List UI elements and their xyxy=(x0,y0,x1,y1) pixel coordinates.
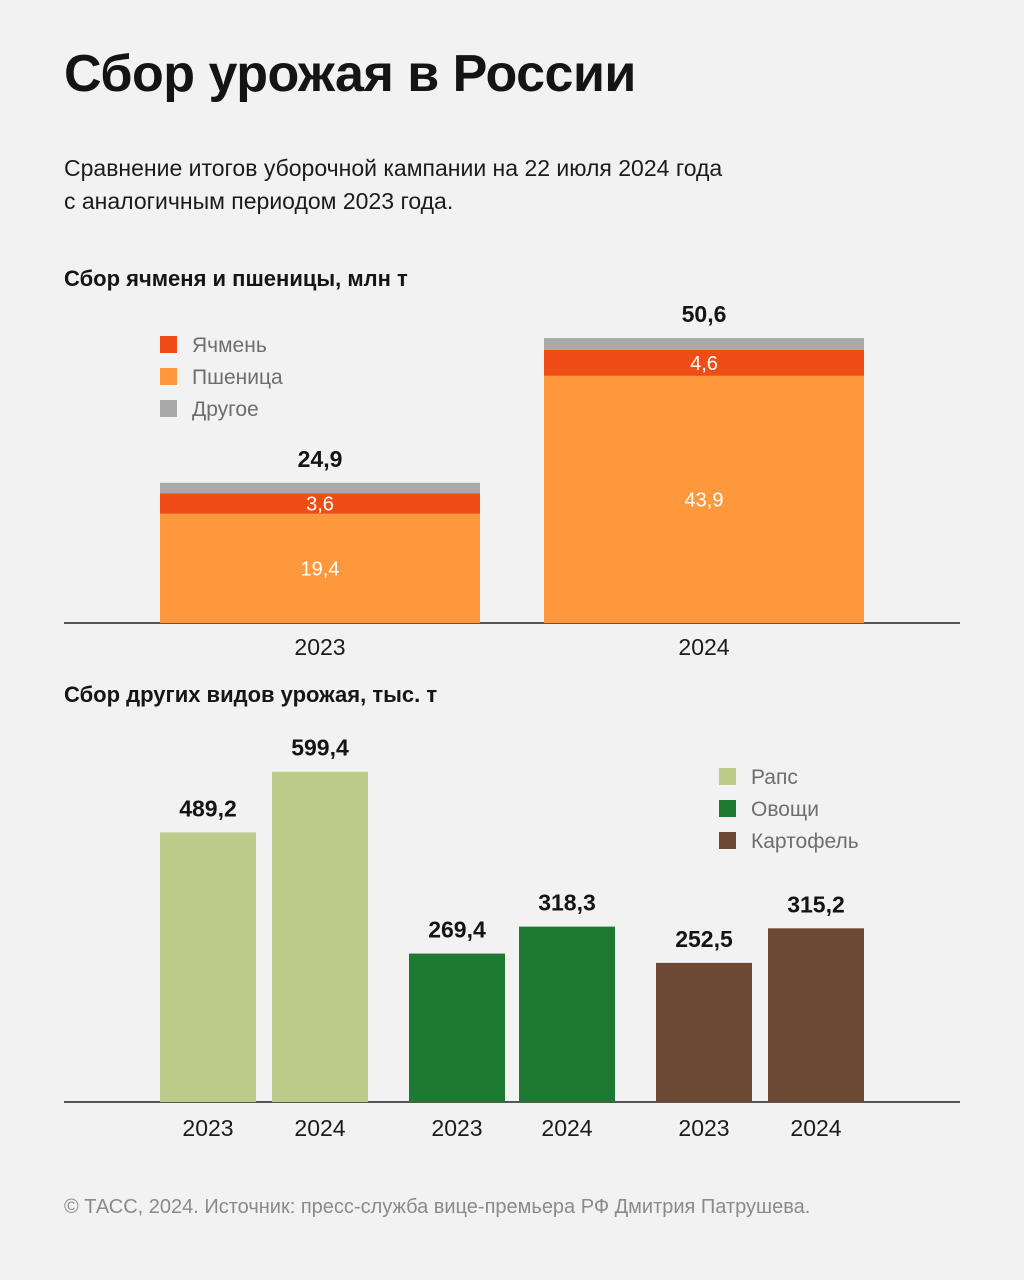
legend-label: Ячмень xyxy=(192,334,267,357)
bar-segment-item-2-2023 xyxy=(160,493,480,514)
bar-item-2-2024 xyxy=(519,926,615,1102)
x-tick-label: 2024 xyxy=(541,1115,592,1141)
chart-title-grain: Сбор ячменя и пшеницы, млн т xyxy=(64,266,408,291)
segment-value-label: 43,9 xyxy=(685,489,724,511)
bar-value-label: 489,2 xyxy=(179,795,237,821)
bar-item-3-2023 xyxy=(656,962,752,1102)
page-subtitle: Сравнение итогов уборочной кампании на 2… xyxy=(64,152,964,218)
bar-value-label: 315,2 xyxy=(787,891,845,917)
segment-value-label: 4,6 xyxy=(690,353,718,375)
segment-value-label: 3,6 xyxy=(306,494,334,516)
legend-label: Рапс xyxy=(751,766,798,789)
grain-stacked-bar-chart: 19,4 3,6 24,9 2023 43,9 4,6 50,6 2024 Ячмень Пшен… xyxy=(64,301,960,660)
legend-swatch xyxy=(160,368,177,385)
bar-value-label: 252,5 xyxy=(675,926,733,952)
total-value-label: 24,9 xyxy=(298,446,343,472)
bar-item-3-2024 xyxy=(768,928,864,1102)
other-crops-bar-chart: 489,2 2023 599,4 2024 269,4 2023 318,3 2024 252,… xyxy=(64,735,960,1141)
legend-swatch xyxy=(160,336,177,353)
bar-segment-item-3-2024 xyxy=(544,338,864,350)
bar-segment-item-1-2023 xyxy=(160,513,480,623)
legend-label: Овощи xyxy=(751,798,819,821)
bar-item-1-2024 xyxy=(272,771,368,1102)
x-tick-label: 2023 xyxy=(182,1115,233,1141)
x-tick-label: 2023 xyxy=(431,1115,482,1141)
bar-value-label: 599,4 xyxy=(291,735,349,761)
legend-label: Картофель xyxy=(751,830,859,853)
bar-segment-item-1-2024 xyxy=(544,375,864,623)
x-tick-label: 2023 xyxy=(294,634,345,660)
legend-swatch xyxy=(719,800,736,817)
x-tick-label: 2024 xyxy=(678,634,729,660)
page-title: Сбор урожая в России xyxy=(64,45,636,103)
total-value-label: 50,6 xyxy=(682,301,727,327)
legend-swatch xyxy=(719,768,736,785)
legend-swatch xyxy=(719,832,736,849)
legend-swatch xyxy=(160,400,177,417)
x-tick-label: 2023 xyxy=(678,1115,729,1141)
bar-segment-item-3-2023 xyxy=(160,482,480,494)
bar-segment-item-2-2024 xyxy=(544,349,864,376)
subtitle-line: с аналогичным периодом 2023 года. xyxy=(64,188,454,214)
bar-item-1-2023 xyxy=(160,832,256,1102)
bar-value-label: 269,4 xyxy=(428,917,486,943)
chart-title-other-crops: Сбор других видов урожая, тыс. т xyxy=(64,682,438,707)
x-tick-label: 2024 xyxy=(294,1115,345,1141)
x-tick-label: 2024 xyxy=(790,1115,841,1141)
bar-value-label: 318,3 xyxy=(538,890,596,916)
segment-value-label: 19,4 xyxy=(301,558,340,580)
bar-item-2-2023 xyxy=(409,953,505,1102)
legend-label: Другое xyxy=(192,398,259,421)
source-footer: © ТАСС, 2024. Источник: пресс-служба виц… xyxy=(64,1196,811,1218)
subtitle-line: Сравнение итогов уборочной кампании на 2… xyxy=(64,155,723,181)
legend-label: Пшеница xyxy=(192,366,283,389)
